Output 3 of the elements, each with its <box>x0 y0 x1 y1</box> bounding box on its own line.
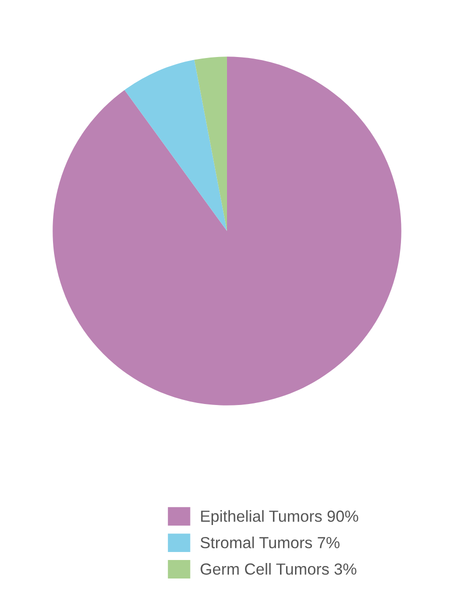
legend-label: Epithelial Tumors 90% <box>201 510 358 526</box>
legend-label: Germ Cell Tumors 3% <box>200 563 356 575</box>
legend-label: Stromal Tumors 7% <box>200 536 340 548</box>
